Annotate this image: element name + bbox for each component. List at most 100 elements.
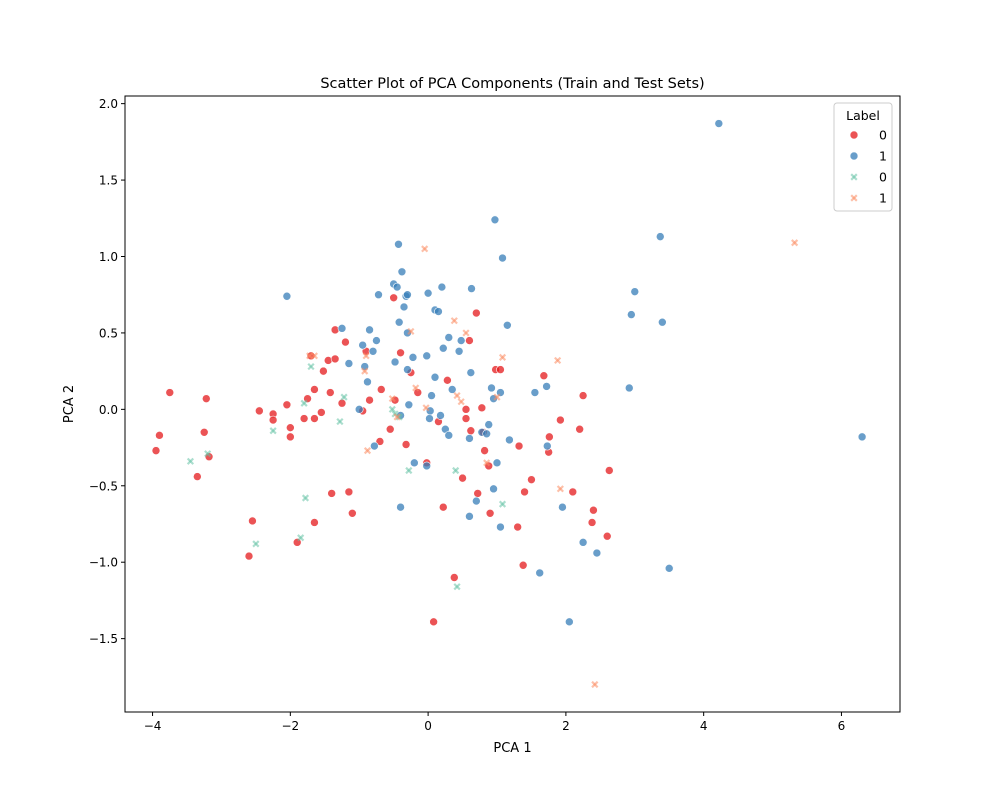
data-point (465, 336, 474, 345)
data-point (505, 435, 514, 445)
data-point (449, 573, 459, 582)
data-point (401, 440, 411, 449)
data-point (513, 522, 522, 532)
data-point (430, 372, 440, 382)
x-tick-label: 6 (838, 719, 846, 733)
data-point (330, 354, 340, 364)
legend: Label 0 1 0 1 (833, 102, 893, 212)
data-point (310, 518, 319, 527)
data-point (655, 232, 665, 241)
data-point (244, 551, 254, 561)
y-axis-label: PCA 2 (62, 385, 77, 423)
data-point (498, 353, 507, 361)
x-tick-label: 4 (700, 719, 708, 733)
data-point (447, 385, 457, 394)
data-point (255, 406, 264, 416)
data-point (487, 383, 496, 393)
data-point (422, 461, 432, 471)
data-point (389, 293, 398, 303)
data-point (410, 458, 419, 468)
legend-entry: 0 (850, 170, 887, 185)
data-point (201, 394, 211, 403)
y-tick-label: 2.0 (99, 97, 118, 111)
data-point (297, 534, 305, 542)
data-point (337, 324, 347, 333)
data-point (399, 302, 409, 312)
data-point (282, 291, 292, 301)
data-point (363, 447, 372, 455)
data-point (358, 340, 367, 350)
data-point (558, 502, 567, 512)
data-point (602, 531, 612, 541)
series-0-circle-label-0 (151, 293, 614, 627)
data-point (466, 368, 476, 377)
x-axis-label: PCA 1 (493, 741, 531, 756)
data-point (503, 320, 512, 330)
data-point (454, 346, 464, 356)
data-point (344, 359, 354, 368)
data-point (624, 383, 634, 393)
data-point (492, 458, 502, 468)
data-point (310, 352, 319, 360)
x-tick-label: −4 (144, 719, 162, 733)
data-point (394, 239, 403, 249)
y-tick-label: −1.0 (89, 556, 118, 570)
data-point (395, 413, 403, 421)
data-point (472, 496, 481, 506)
data-point (453, 583, 461, 591)
data-point (269, 427, 277, 435)
data-point (344, 487, 354, 497)
data-point (545, 432, 554, 442)
data-point (372, 336, 381, 345)
data-point (480, 446, 489, 455)
legend-entry: 1 (850, 191, 887, 206)
data-point (365, 325, 374, 335)
data-point (310, 385, 319, 394)
data-point (587, 518, 597, 527)
data-point (429, 617, 438, 627)
data-point (405, 466, 413, 475)
legend-frame (833, 102, 893, 212)
data-point (252, 540, 260, 548)
data-point (591, 680, 599, 689)
data-point (376, 385, 386, 394)
data-point (193, 472, 202, 481)
data-point (565, 617, 574, 627)
data-point (658, 317, 667, 327)
data-point (407, 327, 415, 335)
y-tick-label: −1.5 (89, 632, 118, 646)
y-tick-label: 0.0 (99, 403, 118, 417)
data-point (396, 348, 405, 358)
data-point (348, 508, 357, 518)
legend-title: Label (846, 108, 880, 123)
data-point (325, 388, 335, 397)
data-point (363, 377, 372, 387)
data-point (375, 437, 385, 446)
data-point (388, 405, 396, 413)
data-point (186, 457, 195, 465)
data-point (462, 329, 470, 337)
data-point (444, 333, 454, 342)
data-point (437, 282, 447, 292)
data-point (412, 384, 420, 392)
legend-entry: 1 (849, 149, 887, 164)
data-points (151, 119, 867, 689)
data-point (556, 485, 564, 493)
y-tick-label: 1.0 (99, 250, 118, 264)
data-point (151, 446, 161, 455)
data-point (484, 420, 494, 429)
data-point (436, 411, 445, 420)
series-1-circle-label-1 (282, 119, 867, 627)
data-point (473, 489, 483, 498)
data-point (427, 391, 436, 400)
data-point (421, 245, 429, 253)
data-point (518, 560, 528, 570)
data-point (310, 414, 319, 423)
data-point (300, 399, 308, 407)
data-point (514, 441, 524, 451)
data-point (493, 393, 501, 401)
circle-marker-icon (849, 130, 859, 140)
data-point (204, 450, 212, 458)
data-point (438, 502, 448, 512)
x-tick-label: −2 (281, 719, 299, 733)
